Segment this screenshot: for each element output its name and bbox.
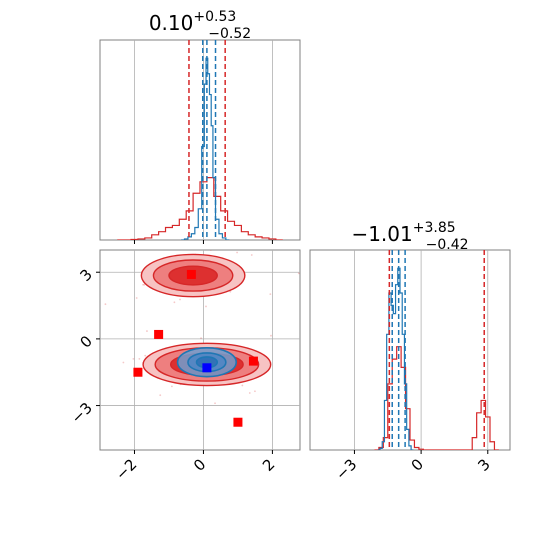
joint-x-tick-label-0: −2 [112, 455, 140, 483]
joint-x-tick-label-1: 0 [190, 455, 209, 474]
sample-dot-38 [173, 301, 176, 304]
scatter-point-3 [248, 356, 258, 366]
sample-dot-52 [222, 243, 224, 245]
scatter-point-4 [233, 417, 243, 427]
sample-dot-55 [159, 394, 162, 397]
panel-p0-title-main: 0.10 [149, 11, 194, 35]
sample-dot-4 [229, 290, 232, 293]
sample-dot-86 [104, 303, 107, 306]
sample-dot-19 [170, 385, 173, 388]
sample-dot-81 [200, 337, 202, 340]
sample-dot-69 [132, 357, 135, 360]
sample-dot-66 [135, 297, 138, 299]
joint-y-tick-label-0: −3 [68, 399, 96, 427]
scatter-point-0 [186, 269, 196, 279]
scatter-point-2 [133, 367, 143, 377]
sample-dot-5 [214, 402, 216, 405]
panel-joint-points [133, 269, 258, 427]
sample-dot-60 [269, 293, 272, 295]
panel-p1-ticks: −3 0 3 [332, 450, 494, 484]
p1-hist-x-tick-label-0: −3 [332, 455, 360, 483]
sample-dot-53 [306, 321, 308, 323]
sample-dot-15 [122, 361, 125, 364]
p1-hist-x-tick-label-1: 0 [408, 455, 427, 474]
sample-dot-70 [250, 254, 253, 256]
sample-dot-47 [248, 392, 251, 394]
panel-p0-quantile-lines [188, 40, 226, 240]
p1-hist-x-tick-label-2: 3 [474, 455, 493, 474]
panel-joint-x-ticks: −2 0 2 [112, 450, 278, 484]
panel-p0-ticks [133, 240, 273, 244]
histogram-p0-samples-a [117, 177, 283, 240]
sample-dot-63 [270, 334, 272, 337]
histogram-p1-samples-a [374, 346, 499, 450]
panel-p0-frame [99, 39, 301, 241]
panel-p0-histogram: 0.10+0.53 −0.52 [99, 9, 301, 244]
sample-dot-59 [254, 390, 256, 393]
panel-p1-title-lower: −0.42 [426, 237, 469, 253]
sample-dot-29 [88, 308, 90, 310]
sample-dot-43 [241, 384, 244, 387]
sample-dot-23 [146, 330, 148, 332]
scatter-point-1 [154, 329, 164, 339]
histogram-p1-samples-b [377, 267, 414, 450]
sample-dot-78 [209, 250, 212, 251]
sample-dot-14 [179, 298, 181, 301]
sample-dot-58 [222, 242, 224, 244]
sample-dot-32 [205, 305, 207, 308]
joint-x-tick-label-2: 2 [259, 455, 278, 474]
scatter-point-highlight [202, 363, 212, 373]
panel-p0-title-lower: −0.52 [208, 26, 251, 42]
panel-p1-series [374, 267, 499, 450]
panel-p1-title-upper: +3.85 [413, 220, 456, 236]
panel-p1-histogram: −3 0 3 −1.01+3.85 −0.42 [309, 220, 511, 484]
sample-dot-26 [297, 272, 300, 275]
sample-dot-11 [144, 354, 147, 357]
panel-p0-title: 0.10+0.53 −0.52 [149, 9, 251, 42]
joint-y-tick-label-1: 0 [77, 332, 96, 351]
panel-p1-quantile-lines [388, 250, 485, 450]
panel-p1-title: −1.01+3.85 −0.42 [351, 220, 468, 253]
sample-dot-54 [236, 251, 238, 254]
panel-p0-title-upper: +0.53 [193, 9, 236, 25]
sample-dot-46 [142, 283, 145, 286]
joint-y-tick-label-2: 3 [77, 266, 96, 285]
sample-dot-57 [138, 357, 141, 360]
panel-p1-title-main: −1.01 [351, 222, 412, 246]
sample-dot-21 [98, 331, 100, 333]
panel-joint-y-ticks: −3 0 3 [68, 266, 100, 427]
